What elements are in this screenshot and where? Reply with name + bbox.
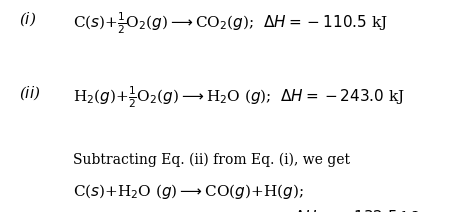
Text: ($ii$): ($ii$) — [19, 85, 41, 102]
Text: C($s$)+$\frac{1}{2}$O$_2$($g$)$\longrightarrow$CO$_2$($g$);  $\Delta H=-110.5$ k: C($s$)+$\frac{1}{2}$O$_2$($g$)$\longrigh… — [73, 11, 388, 36]
Text: $\Delta H=+132.5$ kJ: $\Delta H=+132.5$ kJ — [294, 208, 419, 212]
Text: ($i$): ($i$) — [19, 11, 36, 28]
Text: H$_2$($g$)+$\frac{1}{2}$O$_2$($g$)$\longrightarrow$H$_2$O ($g$);  $\Delta H=-243: H$_2$($g$)+$\frac{1}{2}$O$_2$($g$)$\long… — [73, 85, 405, 110]
Text: Subtracting Eq. (ii) from Eq. (i), we get: Subtracting Eq. (ii) from Eq. (i), we ge… — [73, 153, 350, 167]
Text: C($s$)+H$_2$O ($g$)$\longrightarrow$CO($g$)+H($g$);: C($s$)+H$_2$O ($g$)$\longrightarrow$CO($… — [73, 182, 304, 201]
